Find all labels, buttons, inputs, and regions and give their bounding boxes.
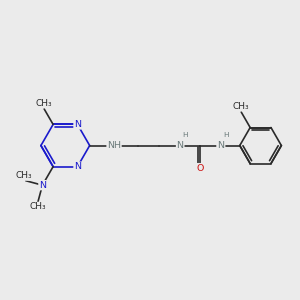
Text: H: H — [183, 132, 188, 138]
Text: N: N — [74, 162, 81, 171]
Text: N: N — [39, 181, 46, 190]
Text: CH₃: CH₃ — [30, 202, 46, 211]
Text: N: N — [176, 141, 184, 150]
Text: NH: NH — [107, 141, 121, 150]
Text: CH₃: CH₃ — [233, 102, 250, 111]
Text: CH₃: CH₃ — [16, 171, 33, 180]
Text: H: H — [223, 132, 229, 138]
Text: N: N — [217, 141, 224, 150]
Text: O: O — [196, 164, 204, 172]
Text: N: N — [74, 120, 81, 129]
Text: CH₃: CH₃ — [36, 98, 52, 107]
